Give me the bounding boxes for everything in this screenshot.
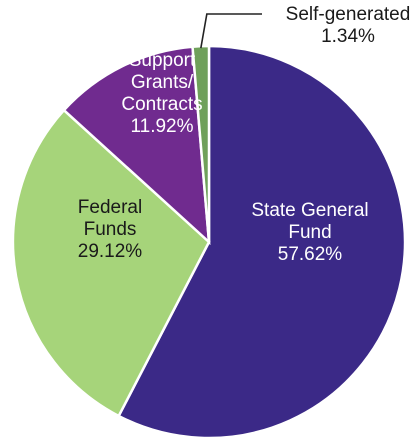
slice-label-local-support-grants-contracts: Local Support Grants/Contracts 11.92%	[121, 28, 202, 137]
slice-name-line: Grants/	[131, 72, 194, 93]
pie-slice-state-general-fund	[117, 44, 407, 440]
pie-labels: State General Fund 57.62% Federal Funds 29.12…	[78, 4, 411, 265]
leader-line-self-generated	[200, 13, 262, 49]
pie-slice-federal-funds	[11, 108, 211, 418]
slice-name-line: Local	[139, 28, 184, 49]
slice-value-local-support-grants-contracts: 11.92%	[130, 116, 193, 137]
slice-name-line: Federal	[78, 197, 142, 218]
slice-name-line: Support	[129, 50, 196, 71]
slice-label-state-general-fund: State General Fund 57.62%	[251, 200, 368, 265]
slice-value-federal-funds: 29.12%	[78, 241, 143, 262]
pie-slice-local-support-grants-contracts	[62, 45, 211, 246]
slice-label-self-generated: Self-generated 1.34%	[286, 4, 411, 47]
slice-name-line: Contracts	[121, 94, 202, 115]
slice-value-state-general-fund: 57.62%	[278, 244, 343, 265]
pie-slices	[11, 44, 407, 440]
slice-name-line: Funds	[84, 219, 137, 240]
slice-name-line: Self-generated	[286, 4, 411, 25]
slice-value-self-generated: 1.34%	[321, 26, 375, 47]
slice-name-line: State General	[251, 200, 368, 221]
slice-label-federal-funds: Federal Funds 29.12%	[78, 197, 143, 262]
slice-name-line: Fund	[288, 222, 331, 243]
